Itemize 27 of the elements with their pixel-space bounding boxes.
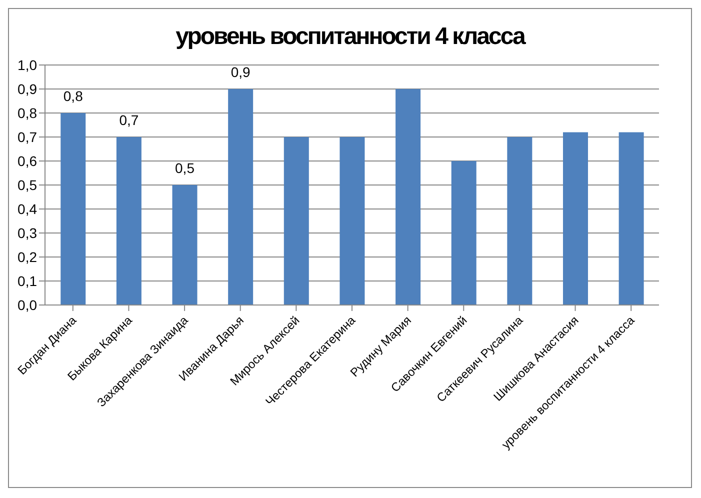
data-label: 0,7	[119, 112, 139, 128]
data-label: 0,8	[63, 88, 84, 104]
y-tick-label: 0,9	[18, 80, 38, 97]
chart-title: уровень воспитанности 4 класса	[174, 23, 526, 51]
y-tick-label: 1,0	[18, 56, 38, 73]
bar	[618, 132, 644, 305]
y-tick-label: 0,0	[18, 296, 38, 313]
y-tick-label: 0,2	[18, 248, 38, 265]
bar	[228, 89, 254, 305]
bar	[340, 137, 365, 305]
y-tick-label: 0,7	[18, 128, 38, 145]
bar	[116, 137, 142, 305]
bar	[507, 137, 532, 305]
bar	[172, 185, 198, 305]
bar	[396, 89, 421, 305]
data-label: 0,9	[230, 64, 251, 80]
y-tick-label: 0,1	[18, 272, 38, 289]
bar	[284, 137, 309, 305]
y-tick-label: 0,3	[18, 224, 38, 241]
bar	[60, 113, 86, 305]
data-label: 0,5	[175, 160, 195, 176]
y-tick-label: 0,4	[18, 200, 38, 217]
bar	[562, 132, 588, 305]
y-tick-label: 0,5	[18, 176, 38, 193]
y-tick-label: 0,8	[18, 104, 38, 121]
y-tick-label: 0,6	[18, 152, 38, 169]
bar	[451, 161, 476, 305]
